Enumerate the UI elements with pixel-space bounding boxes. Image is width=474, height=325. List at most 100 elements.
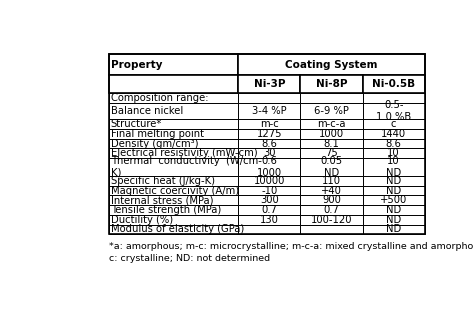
Text: Final melting point: Final melting point [110, 129, 204, 139]
Text: Electrical resistivity (mW-cm): Electrical resistivity (mW-cm) [110, 148, 257, 158]
Bar [109, 186, 238, 195]
Text: 75: 75 [325, 148, 338, 158]
Bar [363, 158, 425, 176]
Bar [238, 176, 301, 186]
Bar [109, 215, 238, 225]
Text: Thermal  conductivity  (W/cm-
K): Thermal conductivity (W/cm- K) [110, 156, 262, 178]
Text: -10: -10 [261, 186, 277, 196]
Text: 6-9 %P: 6-9 %P [314, 106, 349, 116]
Bar [363, 103, 425, 120]
Bar [238, 120, 301, 129]
Bar [238, 129, 301, 139]
Bar [238, 225, 301, 234]
Text: Composition range:: Composition range: [110, 93, 208, 103]
Text: Ni-8P: Ni-8P [316, 79, 347, 89]
Text: 0.05
ND: 0.05 ND [320, 156, 343, 178]
Text: Property: Property [110, 60, 162, 70]
Text: 1000: 1000 [319, 129, 344, 139]
Text: 110: 110 [322, 176, 341, 186]
Bar [109, 129, 238, 139]
Bar [109, 54, 238, 75]
Bar [109, 225, 238, 234]
Bar [238, 93, 301, 103]
Text: ND: ND [386, 224, 401, 234]
Text: 0.6
1000: 0.6 1000 [257, 156, 282, 178]
Bar [109, 205, 238, 215]
Bar [363, 205, 425, 215]
Bar [238, 205, 301, 215]
Bar [363, 215, 425, 225]
Text: 10
ND: 10 ND [386, 156, 401, 178]
Bar [363, 149, 425, 158]
Bar [109, 158, 238, 176]
Bar [363, 139, 425, 149]
Text: ND: ND [386, 215, 401, 225]
Bar [109, 54, 425, 234]
Bar [301, 103, 363, 120]
Bar [301, 205, 363, 215]
Text: 900: 900 [322, 195, 341, 205]
Text: Coating System: Coating System [285, 60, 378, 70]
Text: 0.7: 0.7 [324, 205, 339, 215]
Bar [301, 120, 363, 129]
Bar [363, 186, 425, 195]
Bar [109, 176, 238, 186]
Bar [109, 103, 238, 120]
Bar [301, 129, 363, 139]
Text: 0.5-
1.0 %B: 0.5- 1.0 %B [376, 100, 411, 122]
Bar [301, 149, 363, 158]
Bar [109, 75, 238, 93]
Bar [109, 149, 238, 158]
Bar [238, 158, 301, 176]
Text: Tensile strength (MPa): Tensile strength (MPa) [110, 205, 221, 215]
Text: ND: ND [386, 205, 401, 215]
Text: Internal stress (MPa): Internal stress (MPa) [110, 195, 213, 205]
Bar [238, 103, 301, 120]
Text: 300: 300 [260, 195, 279, 205]
Bar [109, 93, 238, 103]
Bar [363, 195, 425, 205]
Text: Ni-3P: Ni-3P [254, 79, 285, 89]
Bar [363, 75, 425, 93]
Bar [301, 215, 363, 225]
Bar [363, 93, 425, 103]
Bar [363, 225, 425, 234]
Bar [238, 186, 301, 195]
Text: 8.6: 8.6 [386, 139, 401, 149]
Text: c: crystalline; ND: not determined: c: crystalline; ND: not determined [109, 254, 270, 263]
Bar [238, 149, 301, 158]
Text: 1275: 1275 [256, 129, 282, 139]
Text: Structure*: Structure* [110, 119, 162, 129]
Bar [109, 195, 238, 205]
Text: Balance nickel: Balance nickel [110, 106, 183, 116]
Bar [238, 54, 425, 75]
Text: Magnetic coercivity (A/m): Magnetic coercivity (A/m) [110, 186, 239, 196]
Text: c: c [391, 119, 396, 129]
Bar [238, 195, 301, 205]
Bar [301, 186, 363, 195]
Bar [301, 75, 363, 93]
Bar [301, 176, 363, 186]
Bar [301, 158, 363, 176]
Text: 10000: 10000 [254, 176, 285, 186]
Text: *a: amorphous; m-c: microcrystalline; m-c-a: mixed crystalline and amorphous;: *a: amorphous; m-c: microcrystalline; m-… [109, 242, 474, 251]
Text: 0.7: 0.7 [261, 205, 277, 215]
Bar [301, 93, 363, 103]
Text: 10: 10 [387, 148, 400, 158]
Bar [363, 120, 425, 129]
Text: Specific heat (J/kg-K): Specific heat (J/kg-K) [110, 176, 215, 186]
Bar [301, 225, 363, 234]
Text: 8.1: 8.1 [324, 139, 339, 149]
Bar [238, 75, 301, 93]
Bar [238, 215, 301, 225]
Bar [109, 139, 238, 149]
Bar [363, 176, 425, 186]
Text: 1440: 1440 [381, 129, 406, 139]
Text: 8.6: 8.6 [261, 139, 277, 149]
Text: +40: +40 [321, 186, 342, 196]
Text: ND: ND [386, 176, 401, 186]
Bar [238, 139, 301, 149]
Bar [109, 120, 238, 129]
Text: m-c-a: m-c-a [317, 119, 346, 129]
Text: Modulus of elasticity (GPa): Modulus of elasticity (GPa) [110, 224, 244, 234]
